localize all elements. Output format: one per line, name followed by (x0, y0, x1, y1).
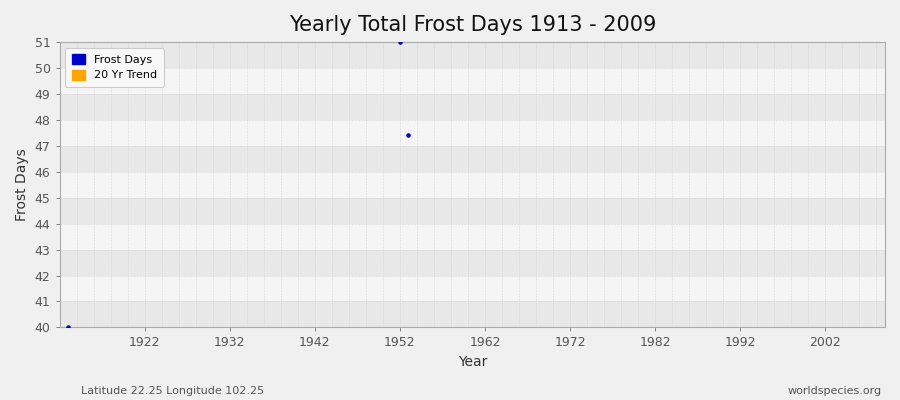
Text: worldspecies.org: worldspecies.org (788, 386, 882, 396)
Point (61, 324, 76, 331)
Point (392, 39, 407, 45)
Y-axis label: Frost Days: Frost Days (15, 148, 29, 221)
Legend: Frost Days, 20 Yr Trend: Frost Days, 20 Yr Trend (65, 48, 164, 87)
Bar (59, 250, 885, 276)
Bar (59, 68, 885, 94)
Bar (59, 94, 885, 120)
Title: Yearly Total Frost Days 1913 - 2009: Yearly Total Frost Days 1913 - 2009 (289, 15, 656, 35)
X-axis label: Year: Year (457, 355, 487, 369)
Bar (59, 120, 885, 146)
Bar (59, 42, 885, 68)
Bar (59, 276, 885, 302)
Point (401, 132, 416, 139)
Bar (59, 146, 885, 172)
Bar (59, 198, 885, 224)
Bar (59, 224, 885, 250)
Bar (59, 302, 885, 328)
Text: Latitude 22.25 Longitude 102.25: Latitude 22.25 Longitude 102.25 (81, 386, 264, 396)
Bar (59, 172, 885, 198)
